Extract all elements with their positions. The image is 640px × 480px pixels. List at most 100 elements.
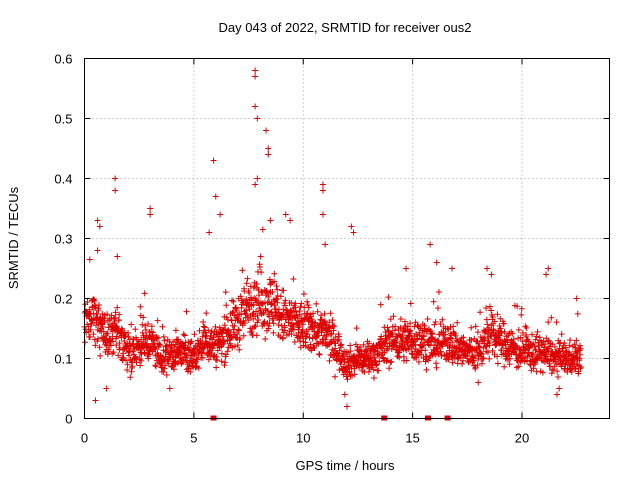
data-point <box>474 362 481 369</box>
data-point <box>395 346 402 353</box>
data-point <box>194 356 201 363</box>
data-point <box>100 315 107 322</box>
data-point <box>331 373 338 380</box>
data-point <box>567 337 574 344</box>
data-point <box>261 318 268 325</box>
y-tick-label: 0.3 <box>54 232 72 247</box>
data-point <box>252 103 259 110</box>
data-point <box>271 278 278 285</box>
data-point <box>141 349 148 356</box>
data-point <box>407 300 414 307</box>
data-point <box>181 332 188 339</box>
data-point <box>219 341 226 348</box>
data-point <box>273 283 280 290</box>
data-point <box>501 328 508 335</box>
data-point <box>97 352 104 359</box>
data-point <box>338 341 345 348</box>
data-point <box>506 361 513 368</box>
data-point <box>552 358 559 365</box>
data-point <box>464 355 471 362</box>
data-point <box>241 319 248 326</box>
data-point <box>388 358 395 365</box>
data-point <box>145 321 152 328</box>
data-point <box>396 354 403 361</box>
data-point <box>433 364 440 371</box>
data-point <box>497 336 504 343</box>
data-point <box>533 333 540 340</box>
data-point <box>571 365 578 372</box>
data-point <box>319 187 326 194</box>
data-point <box>223 302 230 309</box>
data-point <box>335 331 342 338</box>
data-point <box>112 175 119 182</box>
data-point <box>162 362 169 369</box>
data-point <box>327 310 334 317</box>
data-point <box>537 354 544 361</box>
data-point <box>404 323 411 330</box>
data-point <box>229 297 236 304</box>
data-point <box>238 311 245 318</box>
data-point <box>385 294 392 301</box>
data-point <box>231 343 238 350</box>
data-point <box>432 318 439 325</box>
data-point <box>178 359 185 366</box>
data-point <box>195 365 202 372</box>
data-point <box>159 359 166 366</box>
data-point <box>254 115 261 122</box>
data-point <box>562 353 569 360</box>
data-point <box>288 330 295 337</box>
data-point <box>282 211 289 218</box>
data-point <box>236 346 243 353</box>
data-point <box>184 352 191 359</box>
data-point <box>407 320 414 327</box>
data-point <box>483 304 490 311</box>
data-point <box>494 311 501 318</box>
data-point <box>439 316 446 323</box>
data-point <box>476 340 483 347</box>
data-point <box>486 355 493 362</box>
data-point <box>152 362 159 369</box>
data-point <box>201 324 208 331</box>
data-point <box>387 359 394 366</box>
data-point <box>114 304 121 311</box>
data-point <box>299 321 306 328</box>
data-point <box>206 229 213 236</box>
data-point <box>244 314 251 321</box>
data-point <box>360 341 367 348</box>
data-point <box>431 321 438 328</box>
data-point <box>332 345 339 352</box>
data-point <box>460 334 467 341</box>
data-point <box>110 338 117 345</box>
data-point <box>152 363 159 370</box>
data-point <box>497 325 504 332</box>
x-tick-label: 10 <box>296 431 310 446</box>
data-point <box>311 345 318 352</box>
data-point <box>459 360 466 367</box>
data-point <box>110 349 117 356</box>
data-point <box>200 318 207 325</box>
data-point <box>191 350 198 357</box>
data-point <box>574 310 581 317</box>
data-point <box>509 330 516 337</box>
data-point <box>315 332 322 339</box>
data-point <box>554 391 560 398</box>
data-point <box>166 385 173 392</box>
data-point <box>368 346 375 353</box>
data-point <box>132 353 139 360</box>
data-point <box>298 329 305 336</box>
data-point <box>328 330 335 337</box>
data-point <box>270 329 277 336</box>
data-point <box>280 334 287 341</box>
data-point <box>222 289 229 296</box>
data-point <box>313 300 320 307</box>
data-point <box>515 326 522 333</box>
data-point <box>559 361 566 368</box>
data-point <box>210 352 217 359</box>
data-point <box>530 340 537 347</box>
data-point <box>95 307 102 314</box>
data-point <box>182 339 189 346</box>
data-point <box>203 310 210 317</box>
data-point <box>489 347 496 354</box>
y-tick-label: 0.6 <box>54 52 72 67</box>
data-point <box>273 295 280 302</box>
